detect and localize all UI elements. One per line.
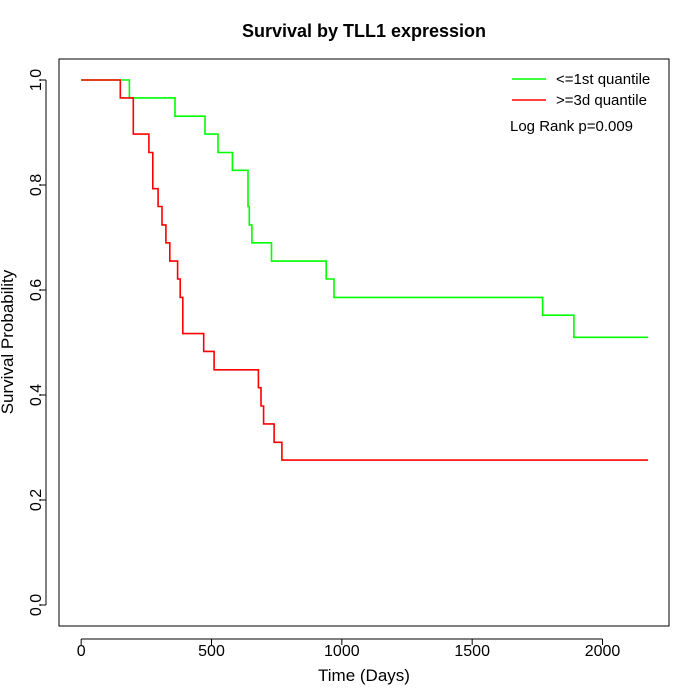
legend-label-high: >=3d quantile <box>556 92 647 109</box>
x-tick-label: 1500 <box>454 643 490 660</box>
x-tick-label: 1000 <box>324 643 360 660</box>
x-tick-label: 2000 <box>585 643 621 660</box>
chart-title: Survival by TLL1 expression <box>242 21 486 41</box>
y-tick-label: 0.8 <box>28 174 45 196</box>
x-tick-label: 0 <box>77 643 86 660</box>
log-rank-annotation: Log Rank p=0.009 <box>510 118 633 135</box>
survival-curve-high <box>81 79 649 461</box>
y-tick-label: 0.0 <box>28 594 45 616</box>
series-layer <box>81 79 649 461</box>
y-tick-label: 1.0 <box>28 69 45 91</box>
survival-curve-low <box>81 79 649 339</box>
axes: 0 500 1000 1500 2000 0.0 0.2 0.4 0.6 0.8 1.0 <box>28 69 620 660</box>
x-axis-label: Time (Days) <box>318 666 410 685</box>
x-tick-label: 500 <box>198 643 225 660</box>
y-tick-label: 0.6 <box>28 279 45 301</box>
y-tick-label: 0.4 <box>28 384 45 406</box>
plot-frame <box>58 58 670 627</box>
legend: <=1st quantile >=3d quantile Log Rank p=… <box>510 71 650 135</box>
y-axis-label: Survival Probability <box>0 269 17 414</box>
y-tick-label: 0.2 <box>28 489 45 511</box>
legend-label-low: <=1st quantile <box>556 71 650 88</box>
